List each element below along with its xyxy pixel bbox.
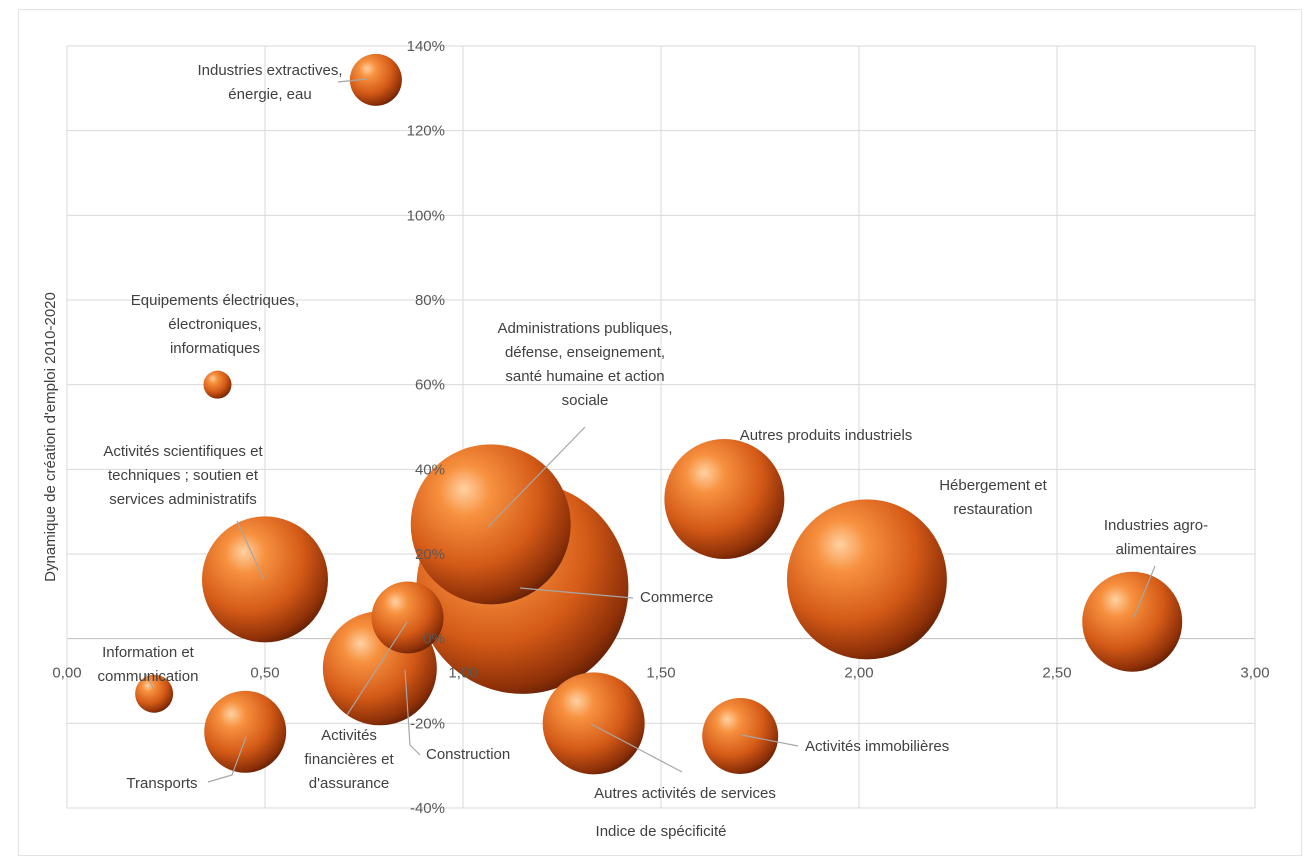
x-tick-label: 2,50 bbox=[1042, 665, 1071, 682]
y-axis-title: Dynamique de création d'emploi 2010-2020 bbox=[42, 292, 59, 582]
data-label: Hébergement et restauration bbox=[939, 477, 1047, 518]
y-tick-label: 40% bbox=[415, 461, 445, 478]
data-label: Transports bbox=[126, 775, 197, 792]
y-tick-label: -40% bbox=[410, 800, 445, 817]
leader-line bbox=[337, 78, 368, 83]
leader-line bbox=[144, 672, 154, 689]
data-label: Autres activités de services bbox=[594, 785, 776, 802]
bubble bbox=[542, 672, 645, 775]
data-label: Autres produits industriels bbox=[740, 427, 913, 444]
x-axis-title: Indice de spécificité bbox=[596, 823, 727, 840]
y-tick-label: 60% bbox=[415, 377, 445, 394]
data-label: Information et communication bbox=[98, 644, 199, 685]
gridlines bbox=[66, 45, 1256, 809]
leader-line bbox=[741, 734, 799, 747]
bubble bbox=[371, 581, 444, 654]
leader-lines bbox=[144, 78, 1156, 783]
y-tick-label: 120% bbox=[407, 123, 445, 140]
y-tick-label: 100% bbox=[407, 207, 445, 224]
bubble bbox=[203, 370, 232, 399]
data-label: Construction bbox=[426, 746, 510, 763]
bubble bbox=[204, 690, 287, 773]
leader-line bbox=[404, 669, 421, 756]
leader-line bbox=[346, 621, 408, 716]
bubbles bbox=[135, 53, 1183, 775]
y-tick-label: -20% bbox=[410, 715, 445, 732]
leader-line bbox=[519, 587, 634, 599]
bubble bbox=[664, 438, 785, 559]
y-tick-label: 80% bbox=[415, 292, 445, 309]
data-label: Industries agro-alimentaires bbox=[1104, 517, 1208, 558]
leader-line bbox=[1133, 565, 1156, 618]
data-labels: Industries extractives, énergie, eau Equip… bbox=[98, 62, 1209, 802]
leader-line bbox=[207, 736, 247, 783]
x-tick-label: 3,00 bbox=[1240, 665, 1269, 682]
data-label: Equipements électriques, électroniques, in… bbox=[131, 292, 299, 357]
data-label: Commerce bbox=[640, 589, 713, 606]
bubble bbox=[135, 674, 174, 713]
leader-line bbox=[590, 723, 683, 773]
bubble bbox=[786, 499, 947, 660]
data-label: Activités scientifiques et techniques ; s… bbox=[103, 443, 263, 508]
x-tick-label: 0,00 bbox=[52, 665, 81, 682]
tick-labels: -40% -20% 0% 20% 40% 60% 80% 100% 120% 140% 0,00 0,… bbox=[52, 38, 1269, 817]
x-tick-label: 2,00 bbox=[844, 665, 873, 682]
leader-line bbox=[236, 520, 265, 581]
axis-titles: Indice de spécificité Dynamique de créati… bbox=[42, 292, 726, 840]
data-label: Activités immobilières bbox=[805, 738, 949, 755]
data-label: Industries extractives, énergie, eau bbox=[197, 62, 342, 103]
y-tick-label: 20% bbox=[415, 546, 445, 563]
x-tick-label: 1,00 bbox=[448, 665, 477, 682]
x-tick-label: 1,50 bbox=[646, 665, 675, 682]
data-label: Administrations publiques, défense, ensei… bbox=[497, 320, 672, 409]
data-label: Activités financières et d'assurance bbox=[304, 727, 394, 792]
y-tick-label: 140% bbox=[407, 38, 445, 55]
bubble bbox=[702, 698, 779, 775]
y-tick-label: 0% bbox=[423, 631, 445, 648]
bubble bbox=[202, 516, 328, 643]
chart-area: Industries extractives, énergie, eau Equip… bbox=[18, 9, 1302, 856]
bubble bbox=[349, 53, 402, 106]
x-tick-label: 0,50 bbox=[250, 665, 279, 682]
leader-line bbox=[487, 426, 586, 528]
bubble bbox=[1082, 571, 1183, 672]
